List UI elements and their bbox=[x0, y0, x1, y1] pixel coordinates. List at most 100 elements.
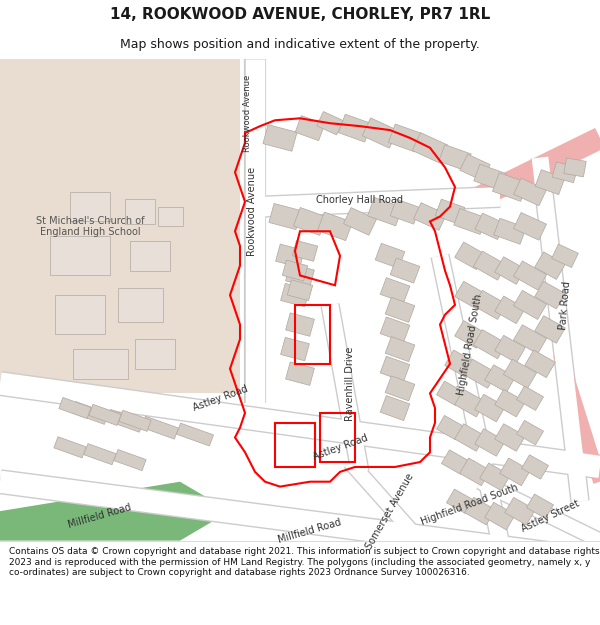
Bar bbox=[176, 423, 214, 446]
Bar bbox=[119, 410, 151, 431]
Text: Map shows position and indicative extent of the property.: Map shows position and indicative extent… bbox=[120, 38, 480, 51]
Bar bbox=[535, 252, 565, 279]
Bar bbox=[446, 489, 473, 514]
Bar bbox=[292, 241, 317, 261]
Bar bbox=[455, 242, 485, 269]
Bar bbox=[475, 213, 505, 239]
Text: 14, ROOKWOOD AVENUE, CHORLEY, PR7 1RL: 14, ROOKWOOD AVENUE, CHORLEY, PR7 1RL bbox=[110, 8, 490, 22]
Bar bbox=[454, 208, 486, 234]
Bar bbox=[442, 450, 469, 474]
Text: St Michael's Church of
England High School: St Michael's Church of England High Scho… bbox=[36, 216, 144, 237]
Bar bbox=[535, 316, 565, 343]
Bar bbox=[435, 199, 465, 224]
Bar bbox=[286, 313, 314, 336]
Bar bbox=[445, 350, 475, 378]
Bar bbox=[142, 416, 178, 439]
Bar bbox=[475, 394, 505, 422]
Bar bbox=[385, 376, 415, 401]
Bar bbox=[455, 424, 485, 451]
Bar bbox=[485, 503, 515, 530]
Polygon shape bbox=[0, 59, 240, 393]
Bar bbox=[390, 258, 420, 283]
Bar bbox=[135, 339, 175, 369]
Bar bbox=[494, 257, 526, 284]
Text: Astley Road: Astley Road bbox=[311, 432, 369, 462]
Bar bbox=[275, 244, 304, 268]
Text: Contains OS data © Crown copyright and database right 2021. This information is : Contains OS data © Crown copyright and d… bbox=[9, 548, 599, 577]
Text: Rookwood Avenue: Rookwood Avenue bbox=[247, 167, 257, 256]
Bar bbox=[73, 349, 128, 379]
Bar bbox=[380, 396, 410, 421]
Bar bbox=[479, 463, 511, 491]
Bar bbox=[494, 424, 526, 451]
Bar bbox=[317, 111, 343, 135]
Bar bbox=[293, 208, 326, 236]
Bar bbox=[514, 325, 547, 354]
Bar bbox=[125, 199, 155, 224]
Bar bbox=[375, 243, 405, 268]
Bar bbox=[338, 114, 371, 142]
Bar bbox=[514, 291, 547, 319]
Bar bbox=[412, 132, 448, 163]
Bar bbox=[494, 218, 526, 244]
Bar bbox=[494, 389, 526, 417]
Bar bbox=[514, 178, 547, 206]
Bar bbox=[505, 498, 535, 525]
Bar bbox=[473, 291, 506, 319]
Text: Astley Road: Astley Road bbox=[191, 384, 249, 412]
Bar bbox=[281, 338, 310, 361]
Bar bbox=[286, 362, 314, 386]
Bar bbox=[287, 280, 313, 301]
Polygon shape bbox=[0, 482, 230, 541]
Text: Highfield Road South: Highfield Road South bbox=[420, 482, 520, 526]
Bar bbox=[317, 212, 353, 241]
Bar bbox=[535, 281, 565, 309]
Bar bbox=[295, 116, 325, 141]
Bar bbox=[460, 458, 490, 486]
Bar bbox=[89, 404, 121, 426]
Bar bbox=[493, 173, 527, 201]
Text: Chorley Hall Road: Chorley Hall Road bbox=[317, 195, 404, 205]
Bar bbox=[464, 498, 496, 525]
Bar bbox=[463, 359, 497, 388]
Bar bbox=[474, 164, 506, 190]
Text: Millfield Road: Millfield Road bbox=[67, 503, 133, 530]
Bar bbox=[473, 329, 506, 359]
Text: Highfield Road South: Highfield Road South bbox=[456, 292, 484, 396]
Bar bbox=[436, 381, 464, 406]
Bar bbox=[517, 421, 544, 445]
Bar bbox=[269, 204, 301, 229]
Bar bbox=[564, 158, 586, 177]
Bar bbox=[494, 296, 526, 324]
Bar bbox=[514, 213, 547, 240]
Bar bbox=[281, 283, 310, 307]
Text: Park Road: Park Road bbox=[558, 280, 572, 330]
Text: Millfield Road: Millfield Road bbox=[277, 517, 343, 544]
Bar bbox=[54, 437, 86, 458]
Bar bbox=[551, 244, 578, 268]
Bar bbox=[460, 154, 490, 181]
Bar bbox=[390, 199, 420, 224]
Bar bbox=[380, 317, 410, 342]
Text: Rookwood Avenue: Rookwood Avenue bbox=[244, 75, 253, 152]
Bar bbox=[130, 241, 170, 271]
Bar bbox=[71, 401, 109, 424]
Bar bbox=[70, 192, 110, 221]
Bar bbox=[473, 251, 506, 280]
Text: Astley Street: Astley Street bbox=[520, 498, 581, 534]
Bar bbox=[436, 416, 464, 440]
Bar bbox=[553, 162, 578, 182]
Bar bbox=[114, 449, 146, 471]
Bar bbox=[485, 365, 515, 392]
Text: Ravenhill Drive: Ravenhill Drive bbox=[345, 346, 355, 421]
Bar bbox=[50, 236, 110, 276]
Bar bbox=[263, 124, 297, 151]
Bar bbox=[362, 118, 398, 148]
Bar bbox=[475, 429, 505, 456]
Bar bbox=[517, 386, 544, 411]
Bar bbox=[455, 389, 485, 417]
Text: Somerset Avenue: Somerset Avenue bbox=[364, 471, 416, 551]
Bar bbox=[535, 169, 565, 194]
Bar bbox=[526, 494, 554, 519]
Bar bbox=[118, 288, 163, 322]
